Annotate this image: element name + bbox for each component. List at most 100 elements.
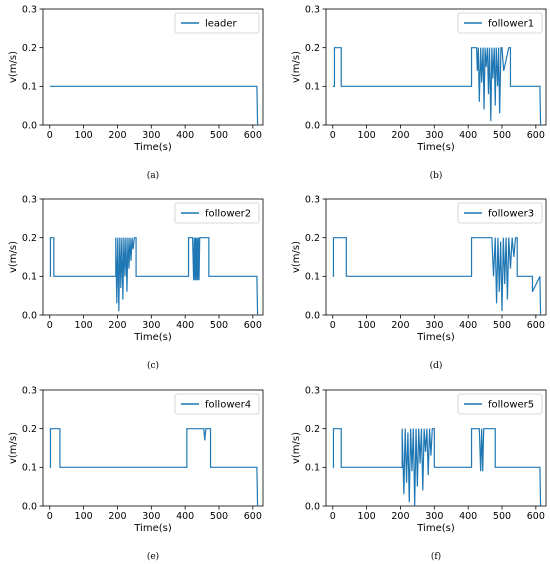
y-tick-label: 0.2 xyxy=(305,43,320,54)
x-tick-label: 0 xyxy=(47,320,53,331)
x-tick-label: 0 xyxy=(330,511,336,522)
panel-caption: (e) xyxy=(147,551,159,562)
x-tick-label: 300 xyxy=(142,130,160,141)
legend-box xyxy=(457,12,543,34)
legend-box xyxy=(457,393,543,415)
x-tick-label: 600 xyxy=(244,130,262,141)
x-tick-label: 500 xyxy=(210,320,228,331)
x-tick-label: 500 xyxy=(493,320,511,331)
x-tick-label: 200 xyxy=(391,320,409,331)
y-tick-label: 0.0 xyxy=(305,120,320,131)
legend-box xyxy=(457,202,543,224)
chart-panel-f: 0.0 0.1 0.2 0.3 0 100 200 300 400 500 600 Time(s) v(… xyxy=(291,385,547,562)
x-tick-label: 600 xyxy=(527,511,545,522)
legend-label: follower5 xyxy=(488,400,534,411)
y-tick-label: 0.3 xyxy=(22,4,37,15)
x-tick-label: 400 xyxy=(176,511,194,522)
panel-caption: (b) xyxy=(430,170,443,181)
x-tick-label: 200 xyxy=(108,511,126,522)
legend-box xyxy=(174,202,260,224)
y-axis-label: v(m/s) xyxy=(291,51,302,83)
chart-panel-d: 0.0 0.1 0.2 0.3 0 100 200 300 400 500 600 Time(s) v(… xyxy=(291,194,547,371)
x-tick-label: 300 xyxy=(425,320,443,331)
y-tick-label: 0.3 xyxy=(305,4,320,15)
legend-label: follower2 xyxy=(205,209,251,220)
legend-label: follower3 xyxy=(488,209,534,220)
chart-panel-c: 0.0 0.1 0.2 0.3 0 100 200 300 400 500 600 Time(s) v(… xyxy=(8,194,264,371)
x-axis-label: Time(s) xyxy=(416,523,455,534)
x-axis-label: Time(s) xyxy=(416,332,455,343)
x-tick-label: 600 xyxy=(527,130,545,141)
plot-frame xyxy=(42,389,264,507)
x-tick-label: 400 xyxy=(459,511,477,522)
y-tick-label: 0.1 xyxy=(305,272,320,283)
y-tick-label: 0.2 xyxy=(22,43,37,54)
panel-caption: (c) xyxy=(147,360,159,371)
y-tick-label: 0.1 xyxy=(22,463,37,474)
x-tick-label: 100 xyxy=(358,511,376,522)
y-tick-label: 0.1 xyxy=(22,82,37,93)
y-tick-label: 0.2 xyxy=(22,424,37,435)
x-tick-label: 300 xyxy=(425,511,443,522)
x-tick-label: 100 xyxy=(75,511,93,522)
x-tick-label: 500 xyxy=(210,130,228,141)
x-tick-label: 300 xyxy=(425,130,443,141)
y-tick-label: 0.3 xyxy=(305,385,320,396)
y-axis-label: v(m/s) xyxy=(8,432,19,464)
plot-frame xyxy=(325,198,547,316)
panel-caption: (f) xyxy=(431,551,441,562)
x-tick-label: 500 xyxy=(493,511,511,522)
y-axis-label: v(m/s) xyxy=(8,51,19,83)
y-tick-label: 0.1 xyxy=(305,82,320,93)
plot-frame xyxy=(42,8,264,126)
plot-frame xyxy=(325,8,547,126)
x-tick-label: 0 xyxy=(47,511,53,522)
x-tick-label: 100 xyxy=(75,320,93,331)
x-tick-label: 200 xyxy=(391,130,409,141)
legend-label: follower4 xyxy=(205,400,251,411)
legend: follower1 xyxy=(457,12,543,34)
series-line-leader xyxy=(49,85,259,126)
x-tick-label: 400 xyxy=(459,130,477,141)
x-tick-label: 400 xyxy=(176,320,194,331)
panel-caption: (a) xyxy=(147,170,159,181)
y-tick-label: 0.0 xyxy=(305,501,320,512)
y-tick-label: 0.0 xyxy=(22,310,37,321)
x-tick-label: 0 xyxy=(47,130,53,141)
y-axis-label: v(m/s) xyxy=(8,241,19,273)
x-tick-label: 600 xyxy=(527,320,545,331)
y-tick-label: 0.0 xyxy=(22,501,37,512)
x-tick-label: 600 xyxy=(244,511,262,522)
series-line-follower2 xyxy=(49,237,259,316)
y-axis-label: v(m/s) xyxy=(291,241,302,273)
x-tick-label: 500 xyxy=(493,130,511,141)
x-tick-label: 300 xyxy=(142,511,160,522)
chart-panel-e: 0.0 0.1 0.2 0.3 0 100 200 300 400 500 600 Time(s) v(… xyxy=(8,385,264,562)
x-tick-label: 0 xyxy=(330,320,336,331)
x-axis-label: Time(s) xyxy=(416,142,455,153)
panel-caption: (d) xyxy=(430,360,443,371)
y-tick-label: 0.3 xyxy=(305,194,320,205)
y-tick-label: 0.2 xyxy=(22,233,37,244)
y-tick-label: 0.1 xyxy=(305,463,320,474)
legend: follower2 xyxy=(174,202,260,224)
legend-label: follower1 xyxy=(488,19,534,30)
x-axis-label: Time(s) xyxy=(133,332,172,343)
legend-box xyxy=(174,12,260,34)
legend: leader xyxy=(174,12,260,34)
x-tick-label: 200 xyxy=(108,320,126,331)
series-line-follower5 xyxy=(332,428,542,507)
series-line-follower1 xyxy=(332,47,542,126)
chart-panel-a: 0.0 0.1 0.2 0.3 0 100 200 300 400 500 600 Time(s) v(… xyxy=(8,4,264,181)
x-tick-label: 100 xyxy=(75,130,93,141)
x-tick-label: 400 xyxy=(176,130,194,141)
plot-frame xyxy=(325,389,547,507)
series-line-follower3 xyxy=(332,237,542,316)
y-tick-label: 0.1 xyxy=(22,272,37,283)
y-tick-label: 0.0 xyxy=(22,120,37,131)
chart-panel-b: 0.0 0.1 0.2 0.3 0 100 200 300 400 500 600 Time(s) v(… xyxy=(291,4,547,181)
y-tick-label: 0.2 xyxy=(305,424,320,435)
plot-frame xyxy=(42,198,264,316)
legend-label: leader xyxy=(205,19,238,30)
